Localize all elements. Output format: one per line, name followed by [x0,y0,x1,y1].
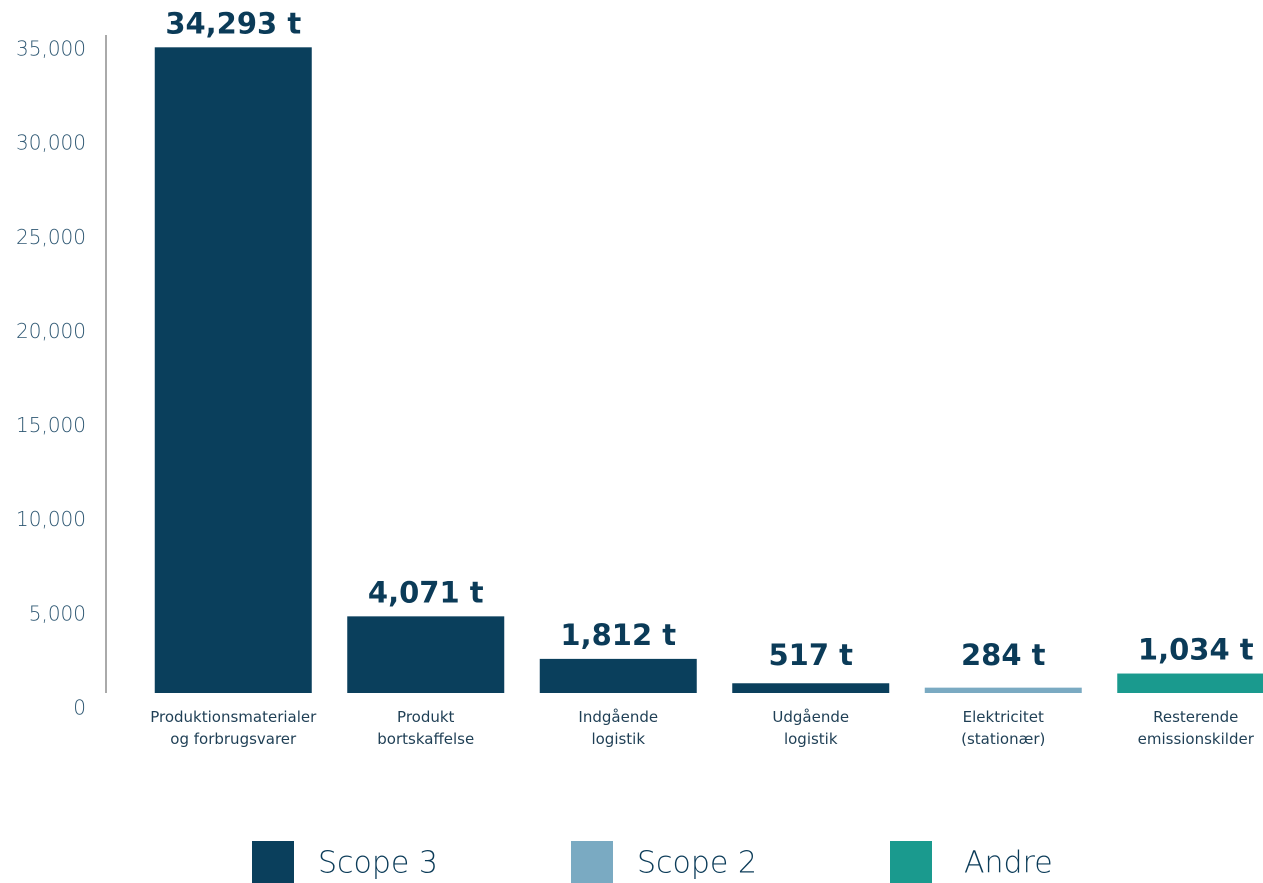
x-tick-label: Resterende emissionskilder [1138,708,1255,748]
bar [732,683,890,693]
x-tick-label: Indgående logistik [578,708,658,748]
y-tick-label: 35,000 [16,37,86,61]
x-tick-line: (stationær) [961,730,1045,748]
y-tick-label: 5,000 [29,601,86,625]
bar [1117,673,1263,693]
x-tick-line: Resterende [1153,708,1238,726]
legend-label: Andre [964,846,1053,881]
value-label: 4,071 t [368,575,484,609]
value-label: 1,812 t [560,618,676,652]
y-tick-label: 25,000 [16,225,86,249]
bar [539,658,697,693]
x-tick-label: Produktionsmaterialer og forbrugsvarer [150,708,317,748]
bar [924,687,1082,693]
y-tick-label: 30,000 [16,131,86,155]
x-tick-label: Elektricitet (stationær) [961,708,1045,748]
x-tick-line: logistik [591,730,645,748]
y-tick-label: 10,000 [16,507,86,531]
x-tick-line: emissionskilder [1138,730,1255,748]
value-label: 1,034 t [1138,633,1254,667]
x-tick-line: og forbrugsvarer [170,730,297,748]
x-tick-line: Udgående [772,708,849,726]
y-tick-label: 0 [73,696,86,720]
bar [347,616,505,693]
x-tick-line: Produkt [397,708,455,726]
value-label: 284 t [961,638,1046,672]
value-label: 517 t [769,638,854,672]
legend-swatch [571,841,613,883]
legend-swatch [252,841,294,883]
x-tick-label: Produkt bortskaffelse [377,708,474,748]
legend-label: Scope 2 [637,846,757,881]
x-tick-line: Produktionsmaterialer [150,708,317,726]
x-tick-line: bortskaffelse [377,730,474,748]
legend-swatch [890,841,932,883]
y-tick-label: 15,000 [16,413,86,437]
x-tick-label: Udgående logistik [772,708,849,748]
x-tick-line: Elektricitet [963,708,1044,726]
x-tick-line: Indgående [578,708,658,726]
value-label: 34,293 t [165,6,301,40]
y-tick-label: 20,000 [16,319,86,343]
x-tick-line: logistik [784,730,838,748]
bar [154,47,312,694]
legend-label: Scope 3 [318,846,438,881]
